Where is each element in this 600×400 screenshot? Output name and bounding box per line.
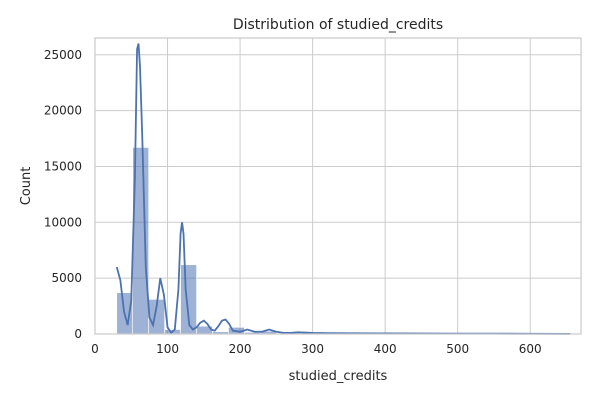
x-tick-label-4: 400	[374, 342, 397, 356]
x-tick-label-6: 600	[519, 342, 542, 356]
x-tick-labels: 0 100 200 300 400 500 600	[91, 342, 541, 356]
x-tick-label-5: 500	[446, 342, 469, 356]
y-tick-label-2: 10000	[44, 215, 82, 229]
x-tick-label-0: 0	[91, 342, 99, 356]
kde-curve	[115, 43, 571, 335]
x-tick-label-3: 300	[301, 342, 324, 356]
chart-title: Distribution of studied_credits	[233, 17, 443, 33]
x-axis-label: studied_credits	[289, 369, 388, 384]
y-tick-label-1: 5000	[51, 271, 82, 285]
y-tick-label-4: 20000	[44, 104, 82, 118]
x-tick-label-2: 200	[229, 342, 252, 356]
x-tick-label-1: 100	[156, 342, 179, 356]
y-tick-label-0: 0	[74, 327, 82, 341]
plot-frame	[94, 37, 582, 335]
y-axis-label: Count	[19, 167, 34, 206]
bars-layer	[116, 147, 571, 335]
y-tick-label-3: 15000	[44, 159, 82, 173]
y-tick-labels: 0 5000 10000 15000 20000 25000	[44, 48, 82, 341]
y-tick-label-5: 25000	[44, 48, 82, 62]
grid-layer	[94, 38, 581, 335]
